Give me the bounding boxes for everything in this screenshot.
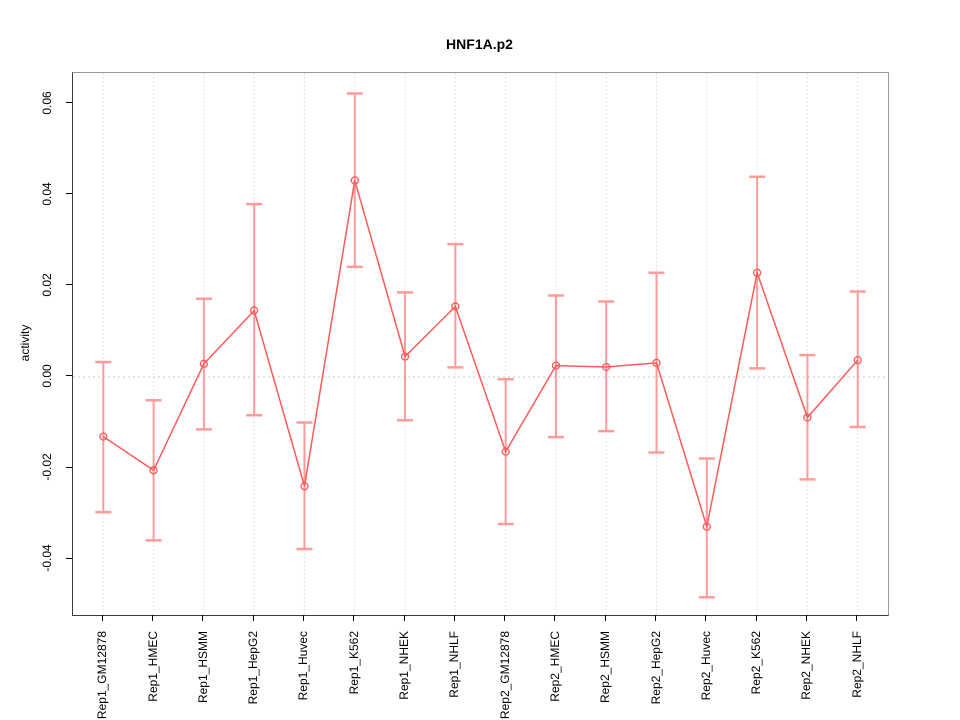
data-point-marker xyxy=(451,302,460,311)
x-axis-tick-label: Rep1_GM12878 xyxy=(95,631,110,720)
x-axis-tick-label: Rep2_Huvec xyxy=(698,631,713,701)
data-point-marker xyxy=(752,268,762,277)
plot-area xyxy=(72,72,889,616)
x-axis-tick xyxy=(403,615,405,621)
y-axis-tick xyxy=(66,284,72,286)
y-axis-tick-label: -0.02 xyxy=(40,453,54,481)
x-axis-tick-label: Rep1_Huvec xyxy=(296,631,311,701)
x-axis-tick-label: Rep1_NHLF xyxy=(447,631,462,698)
data-point-marker xyxy=(99,432,108,441)
x-axis-tick xyxy=(805,615,807,621)
x-axis-tick xyxy=(856,615,858,621)
x-axis-tick-label: Rep1_HepG2 xyxy=(246,631,261,705)
data-point-marker xyxy=(702,522,711,531)
data-point-marker xyxy=(250,306,259,315)
data-point-marker xyxy=(149,466,158,475)
x-axis-tick-label: Rep1_HMEC xyxy=(145,631,160,702)
data-point-marker xyxy=(602,362,611,372)
data-point-marker xyxy=(300,482,309,491)
y-axis-tick xyxy=(66,557,72,559)
x-axis-tick xyxy=(302,615,304,621)
x-axis-tick-label: Rep1_HSMM xyxy=(195,631,210,704)
x-axis-tick-label: Rep2_HSMM xyxy=(598,631,613,704)
chart-title: HNF1A.p2 xyxy=(446,36,513,52)
x-axis-tick-label: Rep2_NHEK xyxy=(799,631,814,700)
data-point-marker xyxy=(350,176,359,185)
y-axis-tick-label: 0.04 xyxy=(40,182,54,206)
y-axis-title: activity xyxy=(18,324,32,362)
y-axis-tick-label: 0.00 xyxy=(40,364,54,388)
x-axis-tick-label: Rep2_HMEC xyxy=(547,631,562,702)
data-point-marker xyxy=(803,413,812,422)
data-point-marker xyxy=(199,359,209,368)
x-axis-tick-label: Rep1_NHEK xyxy=(397,631,412,700)
series-line xyxy=(102,180,859,527)
x-axis-tick xyxy=(655,615,657,621)
x-axis-tick xyxy=(101,615,103,621)
x-axis-tick xyxy=(453,615,455,621)
data-point-marker xyxy=(853,356,862,365)
data-point-marker xyxy=(501,447,510,456)
x-axis-tick xyxy=(504,615,506,621)
data-point-marker xyxy=(551,361,561,370)
y-axis-tick-label: 0.06 xyxy=(40,91,54,115)
chart-canvas xyxy=(73,73,888,615)
x-axis-tick xyxy=(252,615,254,621)
y-axis-tick-label: 0.02 xyxy=(40,273,54,297)
y-axis-tick xyxy=(66,466,72,468)
x-axis-tick xyxy=(705,615,707,621)
x-axis-tick xyxy=(554,615,556,621)
x-axis-tick xyxy=(604,615,606,621)
x-axis-tick xyxy=(202,615,204,621)
x-axis-tick-label: Rep2_NHLF xyxy=(849,631,864,698)
x-axis-tick xyxy=(755,615,757,621)
x-axis-tick-label: Rep2_GM12878 xyxy=(497,631,512,720)
y-axis-tick-label: -0.04 xyxy=(40,544,54,572)
y-axis-tick xyxy=(66,102,72,104)
data-point-marker xyxy=(652,358,661,368)
x-axis-tick-label: Rep1_K562 xyxy=(346,631,361,695)
x-axis-tick xyxy=(353,615,355,621)
y-axis-tick xyxy=(66,375,72,377)
y-axis-tick xyxy=(66,193,72,195)
x-axis-tick-label: Rep2_K562 xyxy=(749,631,764,695)
data-point-marker xyxy=(400,352,410,361)
x-axis-tick-label: Rep2_HepG2 xyxy=(648,631,663,705)
x-axis-tick xyxy=(152,615,154,621)
